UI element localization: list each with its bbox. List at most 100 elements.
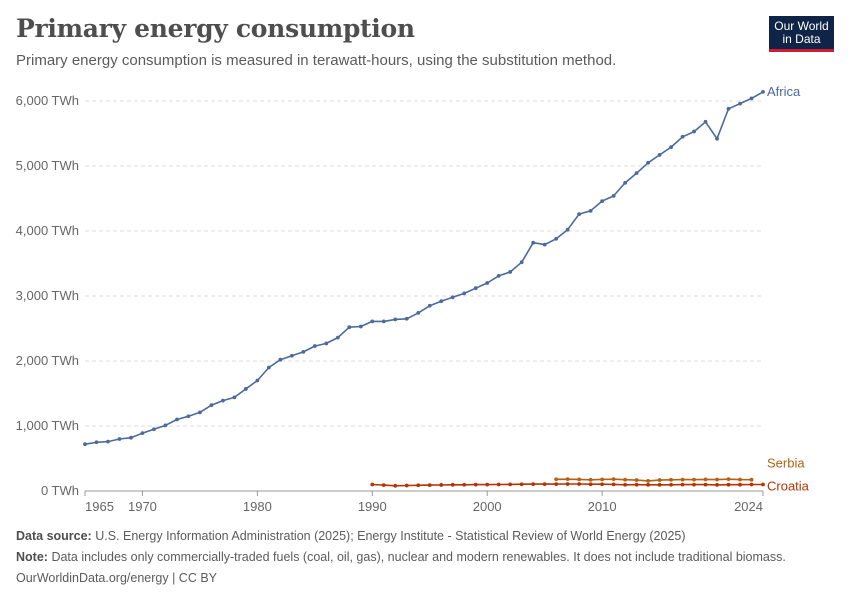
- data-point-africa: [531, 240, 536, 245]
- data-point-serbia: [600, 477, 605, 482]
- x-tick-label: 1980: [243, 499, 272, 514]
- data-point-croatia: [531, 482, 536, 487]
- data-point-africa: [278, 357, 283, 362]
- data-point-serbia: [565, 477, 570, 482]
- data-point-croatia: [692, 482, 696, 487]
- y-tick-label: 0 TWh: [41, 483, 79, 498]
- data-point-serbia: [703, 477, 708, 482]
- data-point-africa: [347, 325, 352, 330]
- data-point-croatia: [680, 482, 685, 487]
- data-point-africa: [508, 270, 513, 274]
- data-point-serbia: [680, 477, 685, 482]
- data-point-croatia: [623, 482, 628, 487]
- data-point-africa: [393, 317, 398, 322]
- data-point-africa: [623, 181, 628, 185]
- chart-subtitle: Primary energy consumption is measured i…: [16, 52, 617, 69]
- data-point-serbia: [657, 478, 662, 482]
- data-point-africa: [416, 311, 421, 315]
- data-point-croatia: [634, 482, 639, 487]
- data-point-africa: [542, 242, 547, 247]
- data-point-africa: [680, 134, 685, 139]
- data-point-africa: [588, 208, 593, 213]
- data-point-africa: [209, 403, 214, 408]
- note-label: Note:: [16, 550, 48, 564]
- data-point-africa: [703, 119, 708, 124]
- data-point-africa: [715, 136, 719, 141]
- data-point-croatia: [542, 482, 547, 487]
- data-point-africa: [554, 236, 559, 241]
- data-point-croatia: [726, 482, 731, 487]
- data-point-africa: [404, 316, 409, 321]
- owid-logo[interactable]: Our World in Data: [769, 16, 834, 52]
- data-point-africa: [324, 341, 329, 346]
- data-point-croatia: [427, 483, 432, 488]
- data-point-serbia: [715, 477, 719, 482]
- data-point-africa: [140, 431, 145, 436]
- data-point-africa: [600, 199, 605, 204]
- data-point-croatia: [473, 482, 478, 487]
- data-point-serbia: [669, 477, 673, 482]
- y-tick-label: 3,000 TWh: [16, 288, 79, 303]
- chart-note: Note: Data includes only commercially-tr…: [16, 550, 786, 564]
- data-point-africa: [646, 160, 650, 165]
- data-point-serbia: [554, 477, 559, 482]
- logo-accent-bar: [769, 49, 834, 52]
- data-point-croatia: [381, 483, 386, 488]
- data-point-africa: [726, 106, 731, 111]
- data-point-africa: [129, 435, 133, 440]
- data-point-africa: [634, 171, 639, 176]
- y-tick-label: 2,000 TWh: [16, 353, 79, 368]
- data-point-africa: [255, 378, 260, 383]
- data-point-africa: [83, 442, 87, 447]
- data-point-serbia: [611, 477, 616, 482]
- data-point-africa: [519, 260, 524, 265]
- data-point-africa: [738, 101, 742, 106]
- data-point-croatia: [577, 482, 582, 486]
- data-point-croatia: [761, 482, 765, 487]
- data-point-croatia: [588, 482, 593, 487]
- logo-line-1: Our World: [774, 19, 829, 33]
- y-tick-label: 6,000 TWh: [16, 93, 79, 108]
- data-point-croatia: [508, 482, 513, 487]
- data-point-africa: [381, 319, 386, 324]
- series-label-serbia: Serbia: [767, 456, 805, 471]
- data-point-croatia: [370, 482, 375, 487]
- data-point-croatia: [519, 482, 524, 487]
- data-point-croatia: [600, 482, 605, 487]
- data-point-croatia: [439, 483, 444, 487]
- data-point-africa: [175, 417, 179, 422]
- data-point-africa: [266, 365, 271, 370]
- data-point-croatia: [416, 483, 421, 488]
- data-point-africa: [198, 410, 202, 415]
- data-point-africa: [163, 423, 168, 428]
- data-point-africa: [496, 273, 501, 278]
- data-point-serbia: [726, 477, 731, 482]
- data-point-africa: [692, 129, 696, 134]
- data-point-africa: [106, 439, 110, 444]
- chart-title: Primary energy consumption: [16, 14, 415, 43]
- data-point-africa: [94, 440, 99, 445]
- data-point-africa: [450, 295, 455, 300]
- data-point-africa: [462, 291, 467, 296]
- data-point-croatia: [565, 482, 570, 486]
- data-source: Data source: U.S. Energy Information Adm…: [16, 529, 686, 543]
- data-point-africa: [370, 319, 375, 324]
- data-point-africa: [358, 324, 363, 329]
- data-point-croatia: [715, 482, 719, 487]
- x-tick-label: 2024: [734, 499, 763, 514]
- data-point-africa: [611, 194, 616, 198]
- data-point-serbia: [623, 477, 628, 482]
- data-point-africa: [577, 212, 582, 217]
- data-point-croatia: [450, 482, 455, 487]
- credit-link[interactable]: OurWorldinData.org/energy | CC BY: [16, 571, 218, 585]
- data-point-africa: [565, 227, 570, 232]
- data-point-croatia: [657, 482, 662, 487]
- data-point-africa: [439, 299, 444, 304]
- data-point-croatia: [393, 483, 398, 488]
- data-source-label: Data source:: [16, 529, 92, 543]
- data-point-croatia: [611, 482, 616, 487]
- data-point-croatia: [749, 482, 754, 487]
- data-point-africa: [749, 96, 754, 101]
- data-source-text: U.S. Energy Information Administration (…: [95, 529, 686, 543]
